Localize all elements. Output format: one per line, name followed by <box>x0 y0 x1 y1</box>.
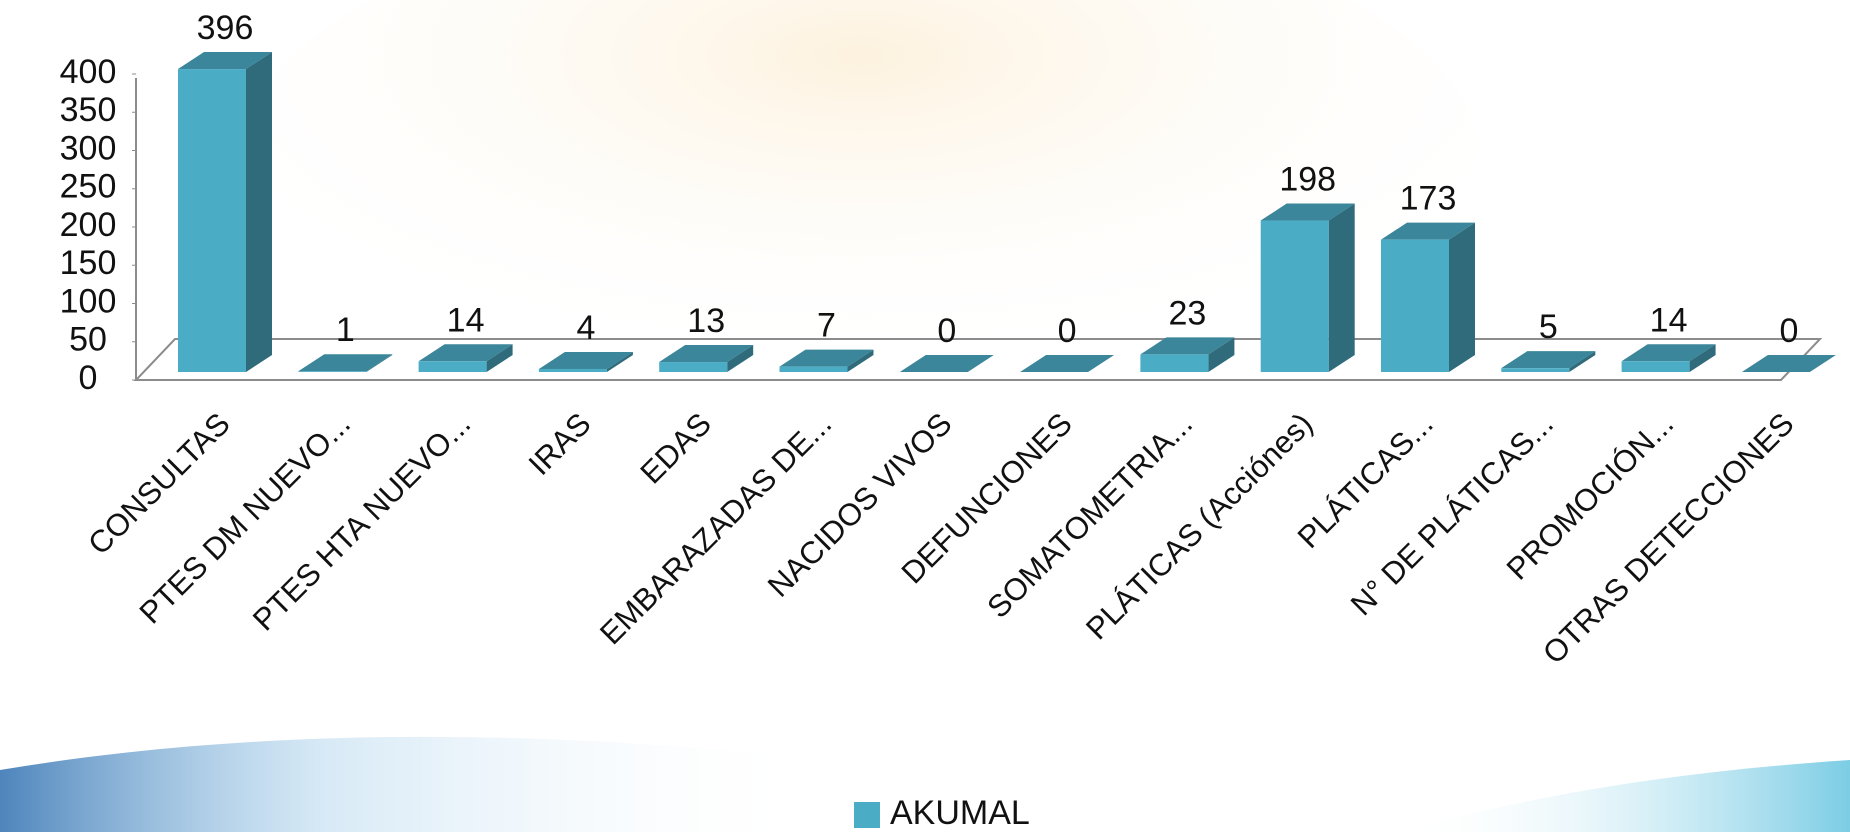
x-tick-label: OTRAS DETECCIONES <box>1536 406 1801 671</box>
x-tick-label: EMBARAZADAS DE... <box>593 406 838 651</box>
x-tick-label: SOMATOMETRIA... <box>980 406 1199 625</box>
bar-side <box>727 345 754 372</box>
x-tick-label: IRAS <box>522 406 598 482</box>
bar-side <box>1689 344 1716 372</box>
bar-top <box>298 354 393 372</box>
bar-side <box>1328 203 1355 372</box>
bar-side <box>246 52 272 373</box>
bar <box>1020 355 1115 372</box>
data-label: 23 <box>1168 294 1206 332</box>
bar-top <box>1020 355 1115 372</box>
data-label: 0 <box>1058 312 1077 350</box>
bar-top <box>1741 355 1836 372</box>
bar-front <box>1260 220 1329 372</box>
bar-side <box>486 344 513 372</box>
bar <box>1621 344 1716 372</box>
bar <box>1741 355 1836 372</box>
bar <box>659 345 754 372</box>
data-label: 0 <box>937 312 956 350</box>
data-label: 1 <box>336 311 355 349</box>
data-label: 14 <box>1650 301 1688 339</box>
bar-top <box>1260 203 1355 221</box>
bar-side <box>1569 351 1596 372</box>
data-label: 4 <box>576 309 595 347</box>
bar-front <box>178 69 246 372</box>
data-label: 13 <box>687 302 725 340</box>
data-label: 0 <box>1779 312 1798 350</box>
bar-front <box>1501 368 1570 372</box>
y-tick-label: 50 <box>69 321 107 359</box>
x-tick-label: EDAS <box>633 406 717 490</box>
bar-top <box>1501 351 1596 369</box>
x-tick-label: PTES DM NUEVO... <box>133 406 357 630</box>
data-label: 396 <box>197 9 254 47</box>
bar <box>899 355 994 372</box>
y-tick-label: 300 <box>60 129 117 167</box>
bar <box>779 349 874 372</box>
bar-top <box>1621 344 1716 362</box>
legend-label: AKUMAL <box>890 794 1030 832</box>
bar-side <box>847 349 874 372</box>
bar <box>538 351 633 372</box>
bar-top <box>538 351 633 369</box>
bar-front <box>1381 239 1449 372</box>
bar-front <box>298 371 367 372</box>
legend-swatch <box>854 802 880 828</box>
data-label: 14 <box>447 301 485 339</box>
y-tick-label: 150 <box>60 244 117 282</box>
x-tick-label: N° DE PLÁTICAS... <box>1344 406 1560 622</box>
bar-side <box>1449 222 1475 372</box>
bar-top <box>1381 222 1475 240</box>
bar-front <box>1621 361 1690 372</box>
y-tick-label: 100 <box>60 282 117 320</box>
x-tick-label: PTES HTA NUEVO... <box>246 406 477 637</box>
y-tick-label: 200 <box>60 206 117 244</box>
bar-top <box>779 349 874 367</box>
bar-front <box>779 366 848 372</box>
bar-side <box>606 351 633 372</box>
y-tick-label: 400 <box>60 53 117 91</box>
y-tick-label: 0 <box>79 359 98 397</box>
bar-top <box>178 52 272 70</box>
bar <box>1501 351 1596 372</box>
bar <box>178 52 272 373</box>
bar-front <box>1140 354 1209 372</box>
bar <box>298 354 393 372</box>
bar-front <box>418 361 487 372</box>
bar-front <box>659 362 728 372</box>
data-label: 198 <box>1279 161 1336 199</box>
y-tick-label: 350 <box>60 91 117 129</box>
data-label: 5 <box>1539 308 1558 346</box>
bar-side <box>1208 337 1235 372</box>
x-tick-label: PLÁTICAS (Acciónes) <box>1079 406 1319 646</box>
bar <box>1260 203 1355 372</box>
bar-front <box>538 368 607 372</box>
bar-top <box>1140 337 1235 355</box>
y-tick-label: 250 <box>60 168 117 206</box>
bar <box>1140 337 1235 372</box>
bar-top <box>899 355 994 372</box>
bar <box>418 344 513 372</box>
bar-top <box>659 345 754 363</box>
data-label: 7 <box>817 307 836 345</box>
data-label: 173 <box>1400 180 1457 218</box>
floor <box>133 338 1823 381</box>
bar-top <box>418 344 513 362</box>
bar-side <box>366 354 393 372</box>
bar <box>1381 222 1475 372</box>
